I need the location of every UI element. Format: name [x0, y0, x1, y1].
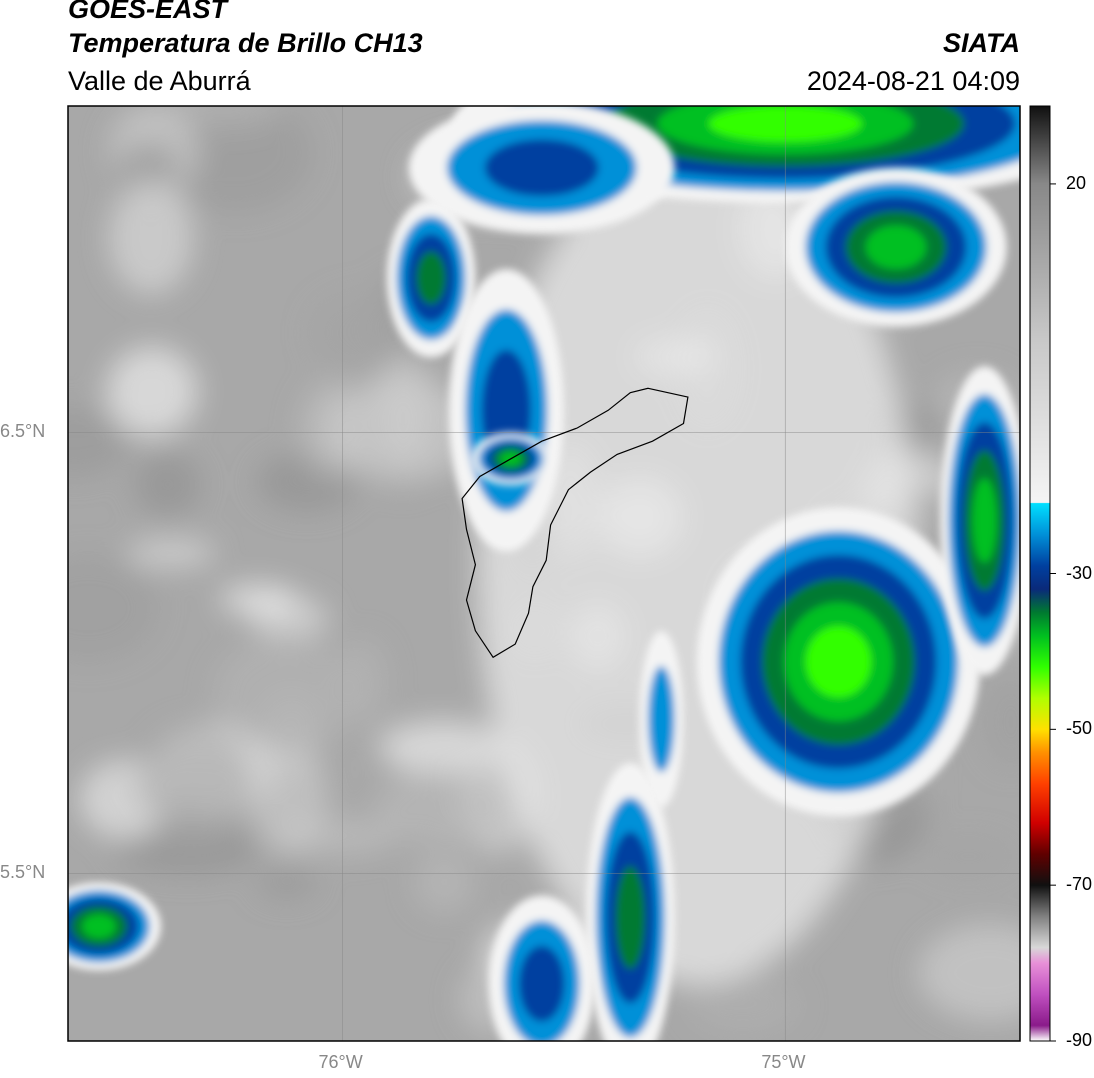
- product-title: Temperatura de Brillo CH13: [68, 28, 423, 58]
- satellite-title: GOES-EAST: [68, 0, 228, 24]
- colorbar-tick-label: -50: [1066, 718, 1093, 739]
- colorbar-tick-label: 20: [1066, 172, 1087, 193]
- cloud-east-edge-band: [940, 366, 1020, 675]
- region-subtitle: Valle de Aburrá: [68, 66, 251, 96]
- latitude-label: 6.5°N: [0, 421, 46, 442]
- cloud-mid-strip: [639, 630, 684, 808]
- latitude-label: 5.5°N: [0, 862, 46, 883]
- cloud-band-north-ext: [785, 167, 1007, 327]
- cloud-south-band-2: [488, 895, 595, 1041]
- longitude-label: 76°W: [318, 1052, 363, 1072]
- organization-label: SIATA: [943, 28, 1020, 58]
- cloud-southwest-corner: [68, 882, 161, 971]
- cloud-cell-east-anvil: [696, 507, 981, 817]
- cloud-layer: [68, 106, 1020, 1041]
- colorbar-tick-label: -70: [1066, 874, 1093, 895]
- cloud-arm-west: [386, 198, 476, 358]
- map-frame: [67, 105, 1021, 1042]
- longitude-label: 75°W: [761, 1052, 806, 1072]
- colorbar: [1029, 105, 1051, 1042]
- colorbar-tick-label: -90: [1066, 1030, 1093, 1050]
- map-plot-area: [68, 106, 1020, 1041]
- cloud-south-band-1: [586, 763, 675, 1041]
- colorbar-tick-label: -30: [1066, 562, 1093, 583]
- valle-de-aburra-outline: [461, 387, 689, 659]
- timestamp-label: 2024-08-21 04:09: [806, 66, 1020, 96]
- cloud-arm-west-low: [448, 269, 564, 552]
- gridlines: [68, 106, 1020, 1041]
- colorbar-ticks: [1050, 183, 1056, 1042]
- cloud-band-north-west: [408, 106, 675, 234]
